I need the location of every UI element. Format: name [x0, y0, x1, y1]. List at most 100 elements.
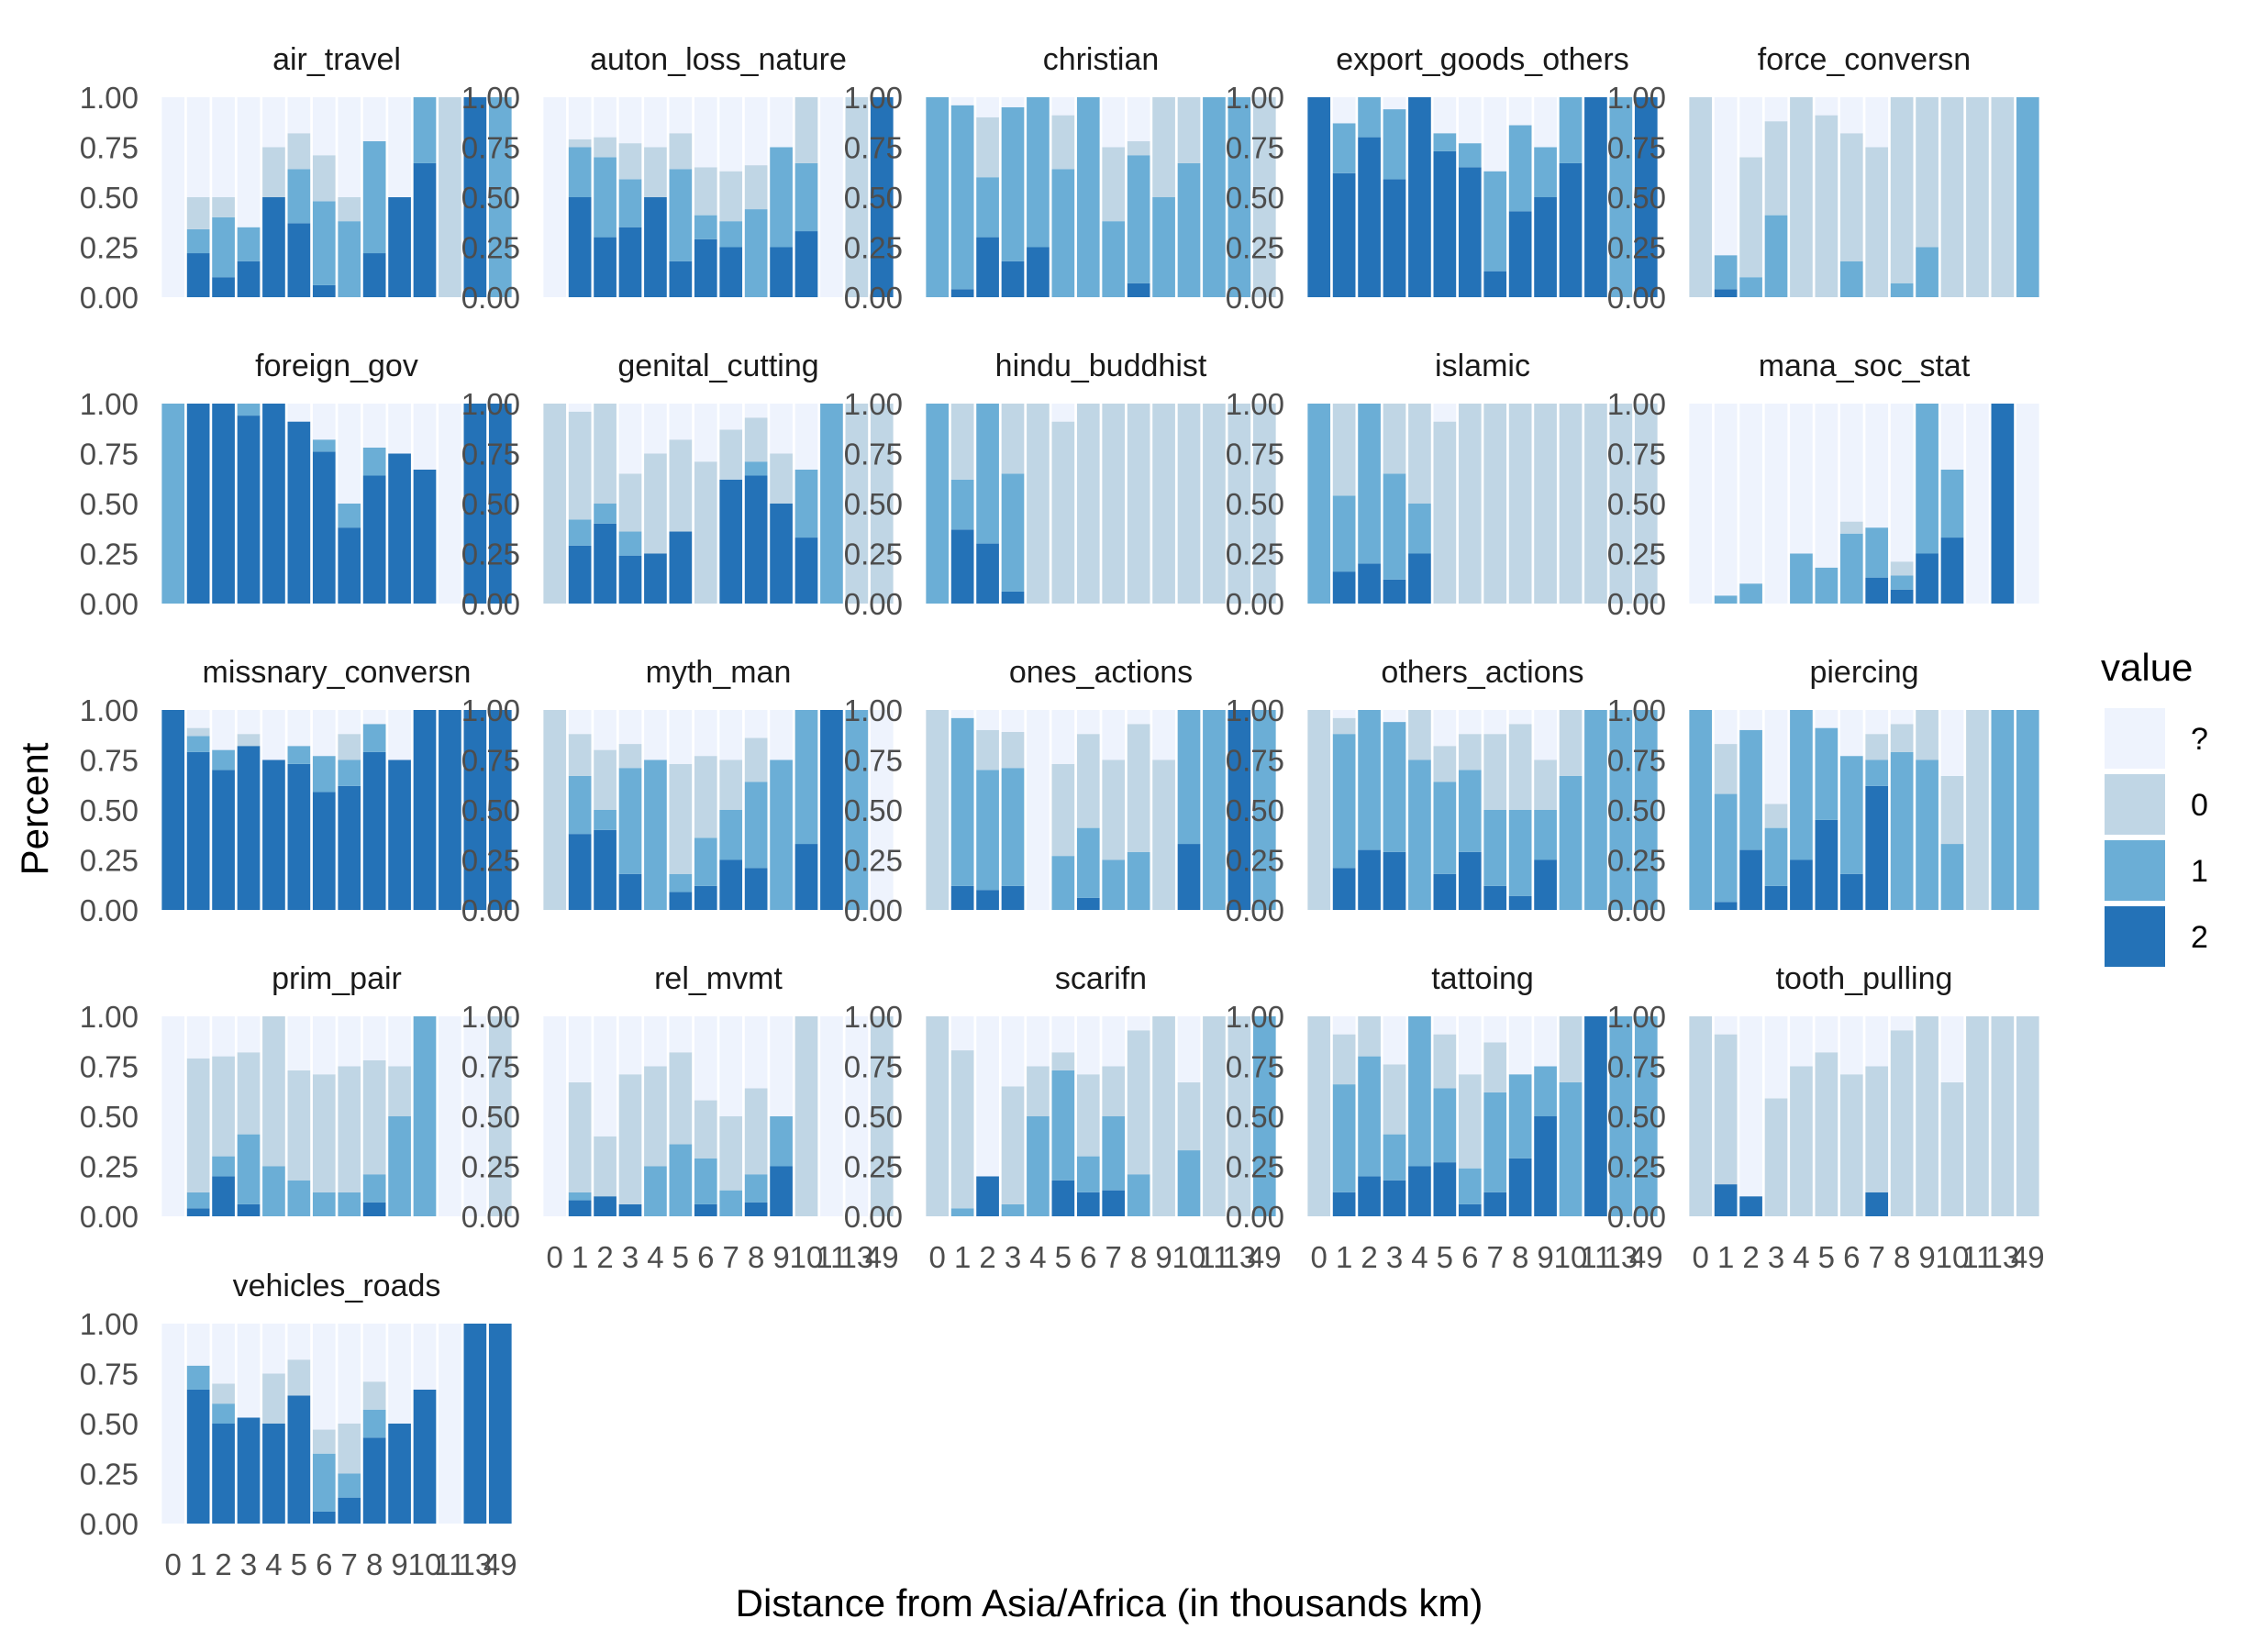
x-tick-label: 11	[1198, 1240, 1229, 1274]
bar-segment-0	[338, 734, 361, 760]
bar-segment-unknown	[362, 404, 386, 448]
bar-segment-1	[1609, 97, 1633, 297]
x-tick-label: 3	[240, 1547, 257, 1581]
panel-prim_pair: prim_pair 0.00 0.25 0.50 0.75 1.00	[80, 961, 512, 1234]
y-tick-label: 0.50	[1226, 793, 1284, 827]
bar-segment-unknown	[212, 710, 235, 750]
bar-segment-unknown	[1714, 710, 1738, 745]
bar-segment-2	[1027, 247, 1050, 297]
bar-segment-2	[1483, 271, 1507, 297]
bar-segment-0	[1383, 404, 1406, 474]
bar-segment-0	[719, 759, 743, 810]
bar-segment-unknown	[362, 1016, 386, 1060]
bar-segment-0	[1001, 731, 1025, 769]
bar-segment-1	[362, 447, 386, 476]
bar-segment-0	[1177, 404, 1201, 604]
bar-segment-2	[1358, 1176, 1381, 1216]
y-tick-label: 0.50	[461, 487, 520, 521]
bar-segment-2	[1739, 1196, 1762, 1216]
bar-segment-unknown	[1383, 1016, 1406, 1065]
bar-segment-1	[1839, 261, 1863, 297]
bar-segment-0	[338, 197, 361, 222]
bar-segment-unknown	[618, 710, 642, 745]
bar-segment-unknown	[1534, 97, 1557, 148]
bar-segment-unknown	[1865, 1016, 1889, 1067]
bar-segment-2	[618, 555, 642, 604]
bar-segment-0	[338, 1424, 361, 1474]
bar-segment-0	[1890, 561, 1914, 576]
bar-segment-0	[388, 1066, 411, 1116]
legend-label: 0	[2191, 788, 2208, 823]
bar-segment-2	[976, 890, 999, 910]
bar-segment-0	[1609, 404, 1633, 604]
y-tick-label: 0.00	[844, 587, 903, 621]
y-tick-label: 0.75	[461, 1050, 520, 1084]
y-tick-label: 0.25	[1607, 538, 1666, 571]
bar-segment-0	[1228, 404, 1251, 604]
bar-segment-0	[1483, 734, 1507, 810]
bar-segment-2	[568, 834, 592, 910]
x-tick-label: 7	[341, 1547, 358, 1581]
bar-segment-1	[1433, 1088, 1457, 1163]
bar-segment-2	[719, 479, 743, 604]
bar-segment-1	[237, 404, 261, 416]
x-tick-label: 7	[1487, 1240, 1504, 1274]
bar-segment-unknown	[362, 710, 386, 725]
bar-segment-0	[1051, 1052, 1075, 1070]
bar-segment-1	[1102, 859, 1126, 910]
x-tick-label: 4	[1411, 1240, 1427, 1274]
bar-segment-2	[744, 868, 768, 910]
bar-segment-2	[312, 451, 336, 604]
bar-segment-unknown	[1865, 404, 1889, 528]
bar-segment-2	[1433, 1162, 1457, 1216]
bar-segment-2	[1790, 859, 1813, 910]
bar-segment-1	[1609, 710, 1633, 910]
y-tick-label: 1.00	[461, 693, 520, 727]
bar-segment-2	[1001, 885, 1025, 910]
bar-segment-unknown	[1127, 1016, 1150, 1031]
x-tick-label: 0	[929, 1240, 946, 1274]
bar-segment-0	[1764, 121, 1788, 216]
bar-segment-1	[1203, 97, 1226, 297]
bar-segment-1	[212, 1156, 235, 1177]
bar-segment-2	[1076, 897, 1100, 910]
bar-segment-2	[694, 885, 717, 910]
x-tick-label: 6	[1080, 1240, 1096, 1274]
bar-segment-0	[1865, 1066, 1889, 1192]
bar-segment-0	[618, 744, 642, 769]
y-tick-label: 1.00	[1226, 1000, 1284, 1034]
bar-segment-2	[644, 553, 667, 604]
bar-segment-0	[1102, 1066, 1126, 1116]
legend-swatch-unknown	[2105, 708, 2165, 769]
bar-segment-0	[1177, 1081, 1201, 1151]
bar-segment-2	[1634, 97, 1658, 297]
bar-segment-2	[1458, 1203, 1482, 1216]
bar-segment-unknown	[644, 97, 667, 148]
bar-segment-1	[976, 177, 999, 238]
bar-segment-unknown	[719, 404, 743, 430]
bar-segment-2	[950, 289, 974, 297]
panel-title: ones_actions	[1009, 655, 1193, 690]
bar-segment-unknown	[388, 404, 411, 454]
x-tick-label: 49	[2011, 1240, 2045, 1274]
bar-segment-unknown	[1102, 710, 1126, 760]
bar-segment-1	[186, 228, 210, 254]
bar-segment-1	[1508, 810, 1532, 896]
y-tick-label: 0.00	[1607, 281, 1666, 315]
bar-segment-0	[1027, 1066, 1050, 1116]
y-tick-label: 1.00	[844, 693, 903, 727]
x-tick-label: 1	[1336, 1240, 1352, 1274]
bar-segment-1	[694, 215, 717, 239]
y-tick-label: 1.00	[80, 81, 139, 115]
bar-segment-0	[1332, 1034, 1356, 1085]
y-tick-label: 0.25	[80, 1458, 139, 1491]
y-tick-label: 0.50	[844, 1100, 903, 1134]
bar-segment-2	[870, 97, 894, 297]
bar-segment-unknown	[770, 97, 793, 148]
bar-segment-unknown	[568, 97, 592, 139]
bar-segment-0	[1815, 1052, 1839, 1216]
y-tick-label: 0.25	[80, 231, 139, 265]
bar-segment-2	[1534, 859, 1557, 910]
bar-segment-0	[287, 1359, 311, 1396]
panel-piercing: piercing 0.00 0.25 0.50 0.75 1.00	[1607, 655, 2039, 927]
